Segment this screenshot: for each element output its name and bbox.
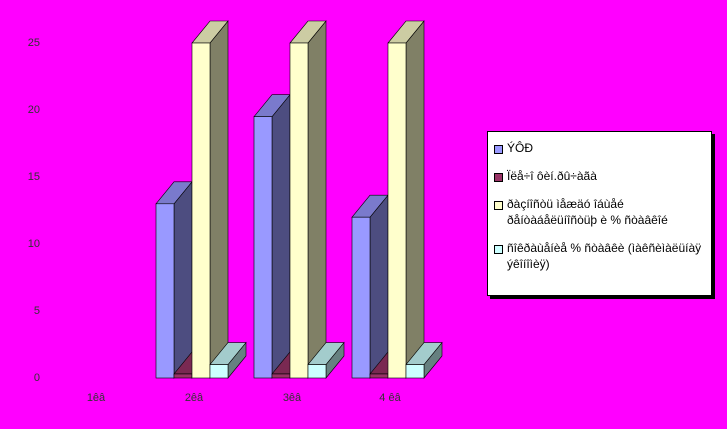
bar-side	[271, 93, 291, 379]
bar	[173, 373, 193, 379]
bar-side	[405, 20, 425, 379]
legend-item: Ïëå÷î ôèí.ðû÷àãà	[494, 168, 705, 184]
legend-label: ñîêðàùåíèå % ñòàâêè (ìàêñèìàëüíàÿ ýêîíîì…	[507, 241, 702, 271]
legend-swatch	[494, 145, 503, 154]
bar	[405, 364, 425, 379]
bar	[155, 203, 175, 379]
legend-label: Ïëå÷î ôèí.ðû÷àãà	[507, 169, 597, 183]
bar	[191, 42, 211, 379]
legend-item: ñîêðàùåíèå % ñòàâêè (ìàêñèìàëüíàÿ ýêîíîì…	[494, 240, 705, 272]
bar-side	[173, 180, 193, 379]
x-tick-label: 3êâ	[283, 392, 302, 404]
bar	[387, 42, 407, 379]
bar	[369, 373, 389, 379]
y-tick-label: 5	[34, 305, 40, 317]
y-tick-label: 15	[28, 171, 40, 183]
bar	[307, 364, 327, 379]
legend-item: ÝÔÐ	[494, 140, 705, 156]
bar	[289, 42, 309, 379]
legend-swatch	[494, 173, 503, 182]
legend: ÝÔÐ Ïëå÷î ôèí.ðû÷àãà ðàçíîñòü ìåæäó îáùåé …	[487, 131, 712, 296]
bar	[209, 364, 229, 379]
x-tick-label: 1êâ	[87, 392, 106, 404]
bar-side	[369, 194, 389, 379]
legend-label: ÝÔÐ	[507, 141, 534, 155]
legend-item: ðàçíîñòü ìåæäó îáùåé ðåíòàáåëüíîñòüþ è %…	[494, 196, 705, 228]
legend-swatch	[494, 245, 503, 254]
y-tick-label: 25	[28, 37, 40, 49]
y-tick-label: 20	[28, 104, 40, 116]
y-tick-label: 10	[28, 238, 40, 250]
legend-swatch	[494, 201, 503, 210]
bar-side	[307, 20, 327, 379]
bar	[351, 216, 371, 379]
bar-side	[209, 20, 229, 379]
bar	[253, 116, 273, 379]
legend-label: ðàçíîñòü ìåæäó îáùåé ðåíòàáåëüíîñòüþ è %…	[507, 197, 668, 227]
y-tick-label: 0	[34, 372, 40, 384]
x-tick-label: 2êâ	[185, 392, 204, 404]
x-tick-label: 4 êâ	[379, 392, 401, 404]
bar	[271, 373, 291, 379]
